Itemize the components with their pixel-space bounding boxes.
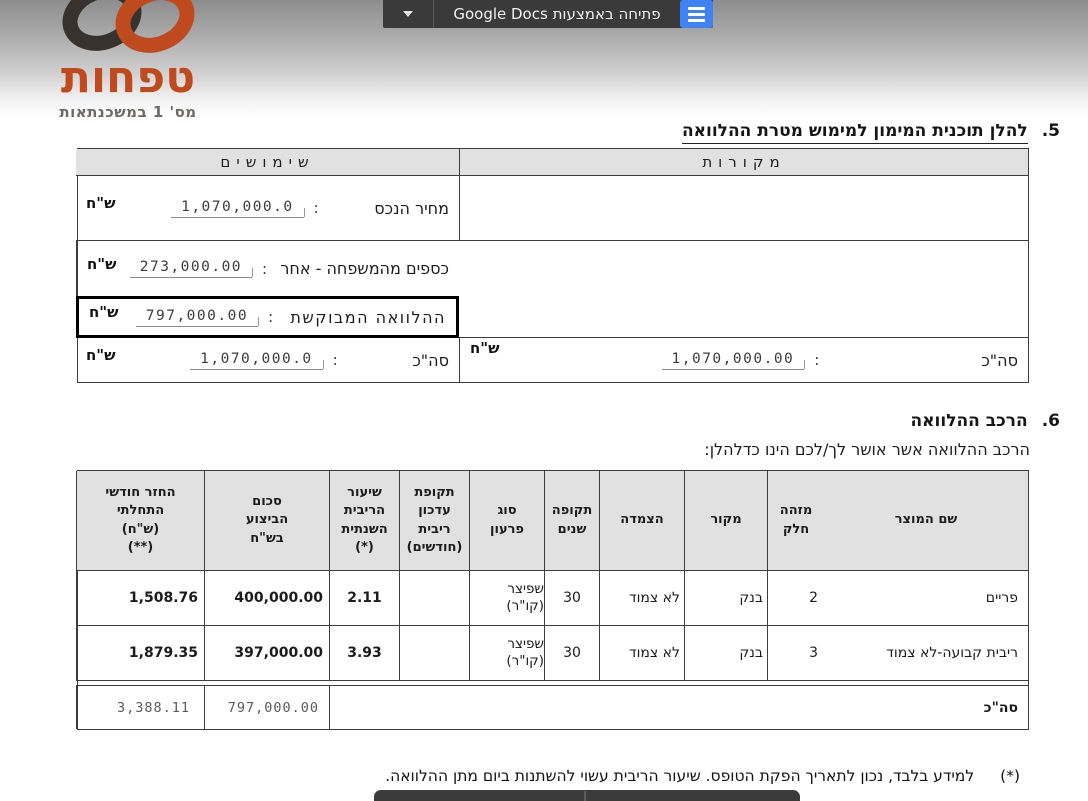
brand-name: טפחות bbox=[60, 52, 196, 103]
amount-value: 273,000.00 bbox=[129, 259, 254, 278]
table-cell: בנק bbox=[684, 571, 767, 626]
header-period-years: תקופה שנים bbox=[544, 471, 599, 571]
column-header-sources: מקורות bbox=[459, 149, 1028, 176]
currency-label: ש"ח bbox=[470, 339, 500, 357]
requested-loan-cell: ההלוואה המבוקשת : 797,000.00 ש"ח bbox=[76, 296, 459, 338]
bank-logo: טפחות מס' 1 במשכנתאות bbox=[28, 0, 228, 121]
currency-label: ש"ח bbox=[87, 254, 117, 273]
total-label-cell: סה"כ bbox=[824, 685, 1028, 729]
merged-empty-cell bbox=[329, 685, 824, 729]
loan-composition-table: שם המוצר מזהה חלק מקור הצמדה תקופה שנים … bbox=[76, 470, 1029, 730]
uses-total-cell: סה"כ : 1,070,000.0 ש"ח bbox=[76, 338, 459, 382]
header-rate-update-period: תקופת עדכון ריבית (חודשים) bbox=[399, 471, 469, 571]
toolbar-divider bbox=[433, 0, 434, 28]
table-cell: 3 bbox=[767, 626, 824, 681]
row-label: סה"כ bbox=[412, 350, 449, 370]
table-cell: 2.11 bbox=[329, 571, 399, 626]
section-5-heading: 5. להלן תוכנית המימון למימוש מטרת ההלווא… bbox=[681, 121, 1060, 144]
section-number: 6. bbox=[1041, 411, 1060, 431]
table-cell: לא צמוד bbox=[599, 626, 684, 681]
chevron-down-icon bbox=[403, 11, 413, 17]
open-with-toolbar: פתיחה באמצעות Google Docs bbox=[383, 0, 713, 28]
section-6-heading: 6. הרכב ההלוואה bbox=[910, 411, 1060, 431]
section-6-intro: הרכב ההלוואה אשר אושר לך/לכם הינו כדלהלן… bbox=[704, 440, 1030, 459]
sources-total-cell: סה"כ : 1,070,000.00 ש"ח bbox=[459, 338, 1028, 382]
section-number: 5. bbox=[1041, 121, 1060, 141]
table-cell: 400,000.00 bbox=[204, 571, 329, 626]
table-cell bbox=[399, 626, 469, 681]
open-with-dropdown[interactable] bbox=[383, 0, 433, 28]
amount-value: 1,070,000.0 bbox=[190, 351, 324, 370]
header-annual-interest: שיעור הריבית השנתית (*) bbox=[329, 471, 399, 571]
amount-value: 1,070,000.0 bbox=[171, 199, 305, 218]
header-product-name: שם המוצר bbox=[824, 471, 1028, 571]
header-initial-monthly-payment: החזר חודשי התחלתי (ש"ח) (**) bbox=[76, 471, 204, 571]
table-cell: 30 bbox=[544, 626, 599, 681]
toolbar-notch bbox=[584, 791, 586, 801]
footnote-marker: (*) bbox=[1000, 767, 1020, 785]
open-with-google-docs-button[interactable]: פתיחה באמצעות Google Docs bbox=[434, 0, 680, 28]
row-label: ההלוואה המבוקשת bbox=[290, 307, 446, 327]
footnote: (*) למידע בלבד, נכון לתאריך הפקת הטופס. … bbox=[385, 767, 1020, 785]
empty-cell bbox=[459, 176, 1028, 241]
row-label: כספים מהמשפחה - אחר bbox=[280, 259, 449, 278]
table-cell: 30 bbox=[544, 571, 599, 626]
table-cell bbox=[399, 571, 469, 626]
row-label: מחיר הנכס bbox=[374, 198, 449, 218]
section-title: להלן תוכנית המימון למימוש מטרת ההלוואה bbox=[681, 121, 1028, 144]
total-monthly-cell: 3,388.11 bbox=[76, 685, 204, 729]
currency-label: ש"ח bbox=[86, 194, 116, 212]
currency-label: ש"ח bbox=[89, 303, 119, 321]
table-cell: שפיצר (קו"ר) bbox=[469, 571, 544, 626]
header-linkage: הצמדה bbox=[599, 471, 684, 571]
table-cell: שפיצר (קו"ר) bbox=[469, 626, 544, 681]
asset-price-cell: מחיר הנכס : 1,070,000.0 ש"ח bbox=[76, 176, 459, 241]
header-repayment-type: סוג פרעון bbox=[469, 471, 544, 571]
row-label: סה"כ bbox=[981, 350, 1018, 370]
table-cell: 1,879.35 bbox=[76, 626, 204, 681]
section-title: הרכב ההלוואה bbox=[910, 411, 1028, 431]
footnote-text: למידע בלבד, נכון לתאריך הפקת הטופס. שיעו… bbox=[385, 767, 975, 785]
amount-value: 797,000.00 bbox=[135, 308, 260, 327]
brand-tagline: מס' 1 במשכנתאות bbox=[59, 103, 197, 121]
table-cell: בנק bbox=[684, 626, 767, 681]
table-cell: 397,000.00 bbox=[204, 626, 329, 681]
header-source: מקור bbox=[684, 471, 767, 571]
header-executed-amount: סכום הביצוע בש"ח bbox=[204, 471, 329, 571]
column-header-uses: שימושים bbox=[76, 149, 459, 176]
empty-cell bbox=[459, 241, 1028, 338]
financing-plan-table: מקורות שימושים מחיר הנכס : 1,070,000.0 ש… bbox=[76, 148, 1029, 383]
amount-value: 1,070,000.00 bbox=[661, 351, 806, 370]
table-cell: 3.93 bbox=[329, 626, 399, 681]
viewer-bottom-toolbar[interactable] bbox=[374, 790, 800, 801]
google-docs-icon bbox=[680, 0, 713, 28]
header-part-id: מזהה חלק bbox=[767, 471, 824, 571]
family-funds-cell: כספים מהמשפחה - אחר : 273,000.00 ש"ח bbox=[76, 241, 459, 296]
total-amount-cell: 797,000.00 bbox=[204, 685, 329, 729]
table-cell: 2 bbox=[767, 571, 824, 626]
infinity-icon bbox=[62, 0, 195, 53]
currency-label: ש"ח bbox=[86, 346, 116, 364]
table-cell: ריבית קבועה-לא צמוד bbox=[824, 626, 1028, 681]
table-cell: 1,508.76 bbox=[76, 571, 204, 626]
table-cell: פריים bbox=[824, 571, 1028, 626]
table-cell: לא צמוד bbox=[599, 571, 684, 626]
